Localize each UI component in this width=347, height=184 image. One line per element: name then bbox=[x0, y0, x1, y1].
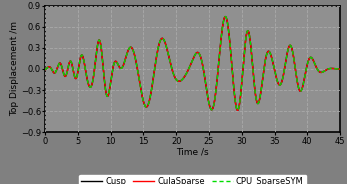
Y-axis label: Top Displacement /m: Top Displacement /m bbox=[10, 22, 19, 116]
CPU_SparseSYM bbox=[43, 69, 47, 71]
Cusp bbox=[43, 69, 47, 71]
CPU_SparseSYM bbox=[156, 47, 160, 49]
CPU_SparseSYM bbox=[338, 68, 342, 70]
CulaSparse bbox=[78, 57, 83, 59]
Cusp bbox=[338, 68, 342, 70]
CulaSparse bbox=[43, 69, 47, 71]
CulaSparse bbox=[236, 109, 240, 112]
CulaSparse bbox=[322, 70, 327, 72]
CPU_SparseSYM bbox=[310, 57, 314, 59]
CPU_SparseSYM bbox=[236, 109, 240, 112]
Cusp bbox=[236, 109, 240, 112]
Line: Cusp: Cusp bbox=[45, 17, 340, 110]
CPU_SparseSYM bbox=[311, 59, 315, 61]
CPU_SparseSYM bbox=[228, 40, 232, 42]
Cusp bbox=[311, 59, 315, 61]
CulaSparse bbox=[228, 40, 232, 42]
CulaSparse bbox=[310, 57, 314, 59]
CPU_SparseSYM bbox=[322, 70, 327, 72]
Cusp bbox=[223, 15, 227, 18]
Cusp bbox=[78, 57, 83, 59]
CulaSparse bbox=[338, 68, 342, 70]
Cusp bbox=[156, 47, 160, 49]
CulaSparse bbox=[156, 47, 160, 49]
Line: CPU_SparseSYM: CPU_SparseSYM bbox=[45, 17, 340, 110]
Line: CulaSparse: CulaSparse bbox=[45, 17, 340, 110]
CPU_SparseSYM bbox=[78, 57, 83, 59]
CulaSparse bbox=[223, 15, 227, 18]
X-axis label: Time /s: Time /s bbox=[176, 147, 209, 156]
Cusp bbox=[322, 70, 327, 72]
Legend: Cusp, CulaSparse, CPU_SparseSYM: Cusp, CulaSparse, CPU_SparseSYM bbox=[79, 175, 306, 184]
Cusp bbox=[310, 57, 314, 59]
CulaSparse bbox=[311, 59, 315, 61]
Cusp bbox=[228, 40, 232, 42]
CPU_SparseSYM bbox=[223, 15, 227, 18]
